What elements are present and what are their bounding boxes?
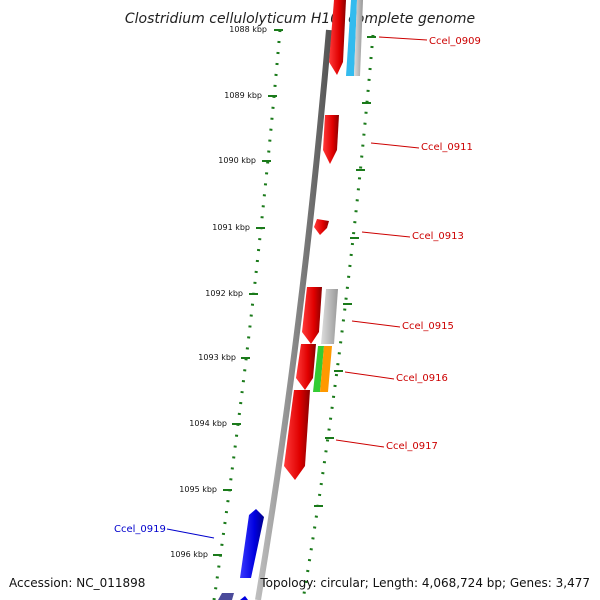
tick-label: 1096 kbp [170,550,208,559]
tick-label: 1089 kbp [224,91,262,100]
gene-arrow [296,344,316,390]
gene-arrow [284,390,310,480]
feature-bar-green [313,346,324,392]
map-title: Clostridium cellulolyticum H10, complete… [125,11,475,27]
gene-arrow [218,593,234,600]
tick-label: 1092 kbp [205,289,243,298]
gene-label-ccel-0913: Ccel_0913 [412,231,464,242]
kbp-ticks [213,29,283,556]
leader-lines [166,36,428,539]
leader-line [378,36,428,41]
tick-label: 1093 kbp [198,353,236,362]
gene-arrow [314,219,329,235]
kbp-tick-labels: 1088 kbp 1089 kbp 1090 kbp 1091 kbp 1092… [170,25,267,559]
gene-label-ccel-0915: Ccel_0915 [402,321,454,332]
genome-backbone [255,29,332,600]
reverse-genes [218,509,264,600]
leader-line [166,528,215,539]
gene-arrow [302,287,322,344]
feature-bars [313,0,363,392]
tick-label: 1094 kbp [189,419,227,428]
leader-line [335,439,385,448]
leader-line [361,231,411,238]
feature-bar-gray [354,0,363,76]
gene-label-ccel-0916: Ccel_0916 [396,373,448,384]
gene-label-ccel-0911: Ccel_0911 [421,142,473,153]
forward-genes [284,0,346,480]
gene-label-ccel-0917: Ccel_0917 [386,441,438,452]
leader-line [344,371,395,380]
feature-bar-orange [320,346,332,392]
outer-tick-ring [212,29,282,600]
gene-labels: Ccel_0909 Ccel_0911 Ccel_0913 Ccel_0915 … [114,36,481,535]
leader-line [370,142,420,149]
gene-arrow [240,596,248,600]
tick-label: 1088 kbp [229,25,267,34]
gene-arrow [329,0,346,75]
tick-label: 1095 kbp [179,485,217,494]
gene-label-ccel-0909: Ccel_0909 [429,36,481,47]
accession-text: Accession: NC_011898 [9,576,145,590]
gene-arrow [323,115,339,164]
tick-label: 1091 kbp [212,223,250,232]
tick-label: 1090 kbp [218,156,256,165]
gene-arrow [240,509,264,578]
feature-bar-cyan [346,0,357,76]
topology-text: Topology: circular; Length: 4,068,724 bp… [259,576,590,590]
gene-label-ccel-0919: Ccel_0919 [114,524,166,535]
inner-ticks [314,36,376,507]
feature-bar-gray [321,289,338,344]
leader-line [351,320,401,328]
